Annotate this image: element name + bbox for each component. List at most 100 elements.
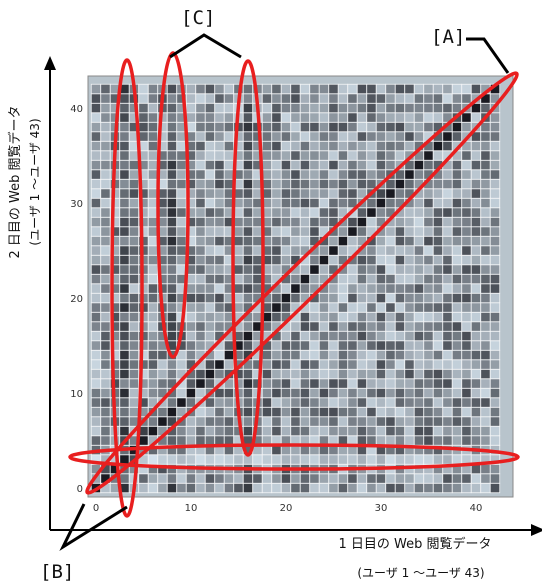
heatmap-cell-39-18 [461,311,472,323]
heatmap-cell-25-33 [328,169,339,180]
heatmap-cell-41-35 [480,150,491,161]
heatmap-cell-32-14 [394,349,406,361]
heatmap-cell-24-40 [318,102,330,114]
heatmap-cell-0-9 [90,397,102,408]
heatmap-cell-21-42 [290,83,301,95]
heatmap-cell-25-7 [328,416,339,427]
heatmap-cell-8-38 [166,121,178,133]
heatmap-cell-25-3 [328,454,339,465]
heatmap-cell-0-5 [90,435,102,446]
heatmap-cell-41-28 [480,216,491,228]
heatmap-cell-20-6 [280,425,292,437]
heatmap-cell-18-38 [261,121,273,133]
heatmap-cell-38-26 [451,235,463,247]
heatmap-cell-21-34 [290,159,301,171]
heatmap-cell-13-33 [214,169,225,180]
heatmap-cell-11-5 [195,435,206,446]
heatmap-cell-19-35 [271,150,282,161]
heatmap-cell-3-26 [119,235,130,247]
heatmap-cell-11-10 [195,387,206,399]
heatmap-cell-6-1 [147,473,159,484]
heatmap-cell-32-16 [394,330,406,342]
heatmap-cell-9-34 [176,159,187,171]
heatmap-cell-16-17 [242,321,254,332]
heatmap-cell-12-16 [204,330,216,342]
heatmap-cell-41-23 [480,264,491,275]
heatmap-cell-27-0 [347,482,358,494]
heatmap-cell-29-41 [366,93,377,104]
heatmap-cell-1-38 [100,121,111,133]
heatmap-cell-11-12 [195,368,206,380]
heatmap-cell-25-32 [328,178,339,190]
heatmap-cell-41-31 [480,188,491,199]
heatmap-cell-8-23 [166,264,178,275]
heatmap-cell-29-35 [366,150,377,161]
heatmap-cell-16-9 [242,397,254,408]
heatmap-cell-28-10 [356,387,368,399]
heatmap-cell-31-23 [385,264,396,275]
heatmap-cell-42-0 [489,482,501,494]
heatmap-cell-13-28 [214,216,225,228]
heatmap-cell-29-36 [366,140,377,152]
x-tick-label-0: 0 [93,503,99,514]
heatmap-cell-27-22 [347,273,358,285]
heatmap-cell-20-28 [280,216,292,228]
heatmap-cell-3-40 [119,102,130,114]
heatmap-cell-41-5 [480,435,491,446]
heatmap-cell-28-6 [356,425,368,437]
heatmap-cell-42-24 [489,254,501,266]
heatmap-cell-28-0 [356,482,368,494]
heatmap-cell-34-41 [413,93,425,104]
heatmap-cell-26-42 [337,83,349,95]
heatmap-cell-32-28 [394,216,406,228]
heatmap-cell-34-8 [413,406,425,418]
heatmap-cell-24-31 [318,188,330,199]
heatmap-cell-14-6 [223,425,235,437]
heatmap-cell-1-6 [100,425,111,437]
heatmap-cell-33-12 [404,368,415,380]
heatmap-cell-16-1 [242,473,254,484]
heatmap-cell-25-11 [328,378,339,389]
heatmap-cell-13-37 [214,131,225,142]
heatmap-cell-0-15 [90,340,102,351]
heatmap-cell-42-1 [489,473,501,484]
heatmap-cell-23-9 [309,397,320,408]
heatmap-cell-6-35 [147,150,159,161]
heatmap-cell-16-21 [242,283,254,294]
heatmap-cell-39-13 [461,359,472,370]
heatmap-cell-21-0 [290,482,301,494]
heatmap-cell-38-7 [451,416,463,427]
heatmap-cell-40-32 [470,178,482,190]
heatmap-cell-12-29 [204,207,216,218]
heatmap-cell-35-7 [423,416,434,427]
heatmap-cell-37-7 [442,416,453,427]
heatmap-cell-41-17 [480,321,491,332]
heatmap-cell-35-20 [423,292,434,304]
heatmap-cell-6-12 [147,368,159,380]
heatmap-cell-28-39 [356,112,368,123]
heatmap-cell-3-20 [119,292,130,304]
heatmap-cell-37-20 [442,292,453,304]
heatmap-cell-33-18 [404,311,415,323]
heatmap-cell-25-38 [328,121,339,133]
heatmap-cell-0-16 [90,330,102,342]
heatmap-cell-9-10 [176,387,187,399]
heatmap-cell-1-5 [100,435,111,446]
heatmap-cell-26-1 [337,473,349,484]
heatmap-cell-5-40 [138,102,149,114]
heatmap-cell-4-21 [128,283,140,294]
heatmap-cell-22-40 [299,102,311,114]
heatmap-cell-40-12 [470,368,482,380]
heatmap-cell-37-1 [442,473,453,484]
heatmap-cell-32-42 [394,83,406,95]
heatmap-cell-16-16 [242,330,254,342]
heatmap-cell-6-6 [147,425,159,437]
heatmap-cell-22-23 [299,264,311,275]
heatmap-cell-14-1 [223,473,235,484]
heatmap-cell-40-14 [470,349,482,361]
heatmap-cell-4-14 [128,349,140,361]
heatmap-cell-33-20 [404,292,415,304]
heatmap-cell-1-32 [100,178,111,190]
heatmap-cell-30-29 [375,207,387,218]
heatmap-cell-32-6 [394,425,406,437]
